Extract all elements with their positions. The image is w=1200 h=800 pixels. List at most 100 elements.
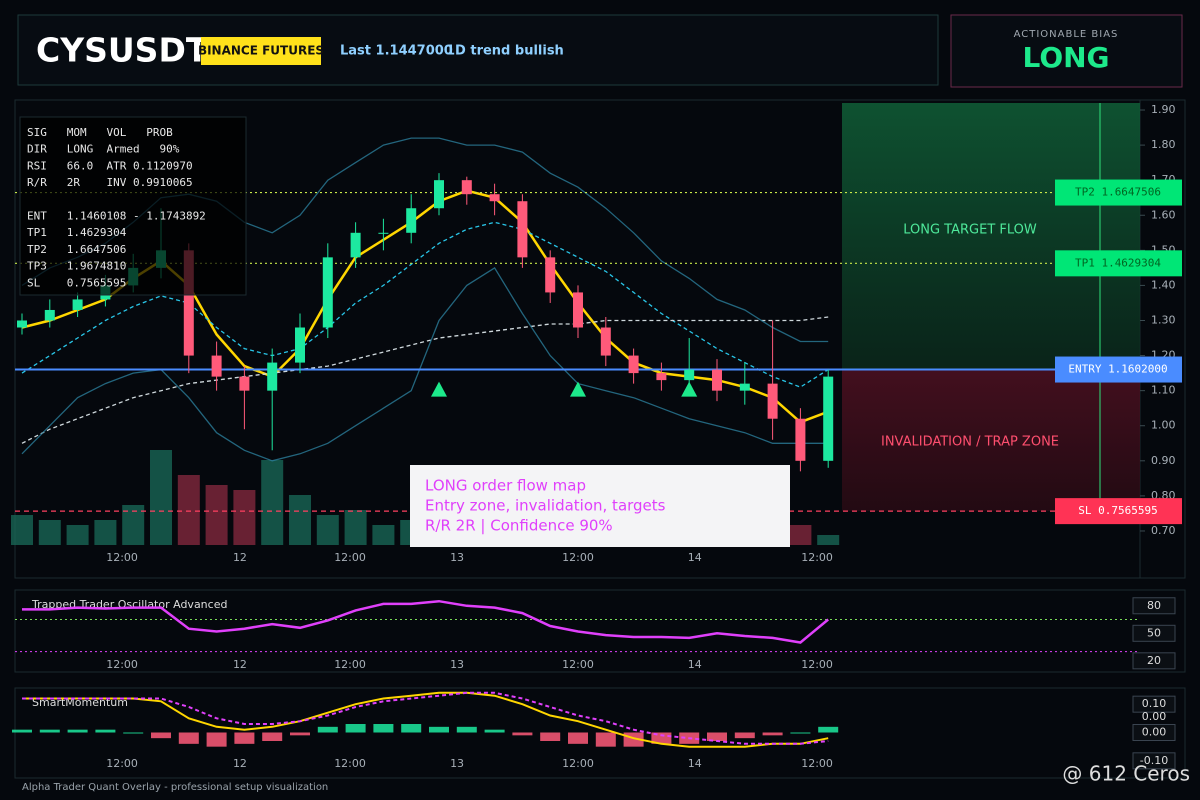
volume-bar xyxy=(372,525,395,545)
x-tick-label: 12:00 xyxy=(334,551,366,564)
candle-body xyxy=(517,201,528,258)
candle-body xyxy=(295,327,305,363)
zone-label: INVALIDATION / TRAP ZONE xyxy=(881,435,1059,450)
last-price: Last 1.1447000 xyxy=(340,44,453,59)
candle-body xyxy=(461,180,472,195)
signal-arrow xyxy=(681,381,698,397)
candle-body xyxy=(712,369,722,391)
volume-bar xyxy=(205,485,228,545)
info-line: TP2 1.6647506 xyxy=(27,243,126,256)
level-label: TP2 1.6647506 xyxy=(1075,186,1161,199)
level-tag xyxy=(1055,179,1182,206)
volume-bar xyxy=(94,520,117,545)
x-tick-label: 13 xyxy=(450,658,464,671)
momentum-bar xyxy=(762,732,783,736)
tick-box xyxy=(1132,724,1176,741)
momentum-bar xyxy=(234,732,255,744)
momentum-bar xyxy=(568,732,588,744)
x-tick-label: 13 xyxy=(450,551,464,564)
momentum-bar xyxy=(206,732,227,747)
momentum-bar xyxy=(317,726,338,733)
exchange: BINANCE FUTURES xyxy=(198,44,324,58)
momentum-bar xyxy=(67,729,88,733)
momentum-bar xyxy=(429,726,449,733)
target-zone xyxy=(842,103,1140,370)
x-tick-label: 14 xyxy=(688,757,702,770)
invalidation-zone xyxy=(842,369,1140,512)
candle-body xyxy=(72,299,83,310)
x-tick-label: 12:00 xyxy=(562,551,594,564)
info-box xyxy=(19,116,247,296)
volume-bar xyxy=(122,505,145,545)
candle-body xyxy=(322,257,333,328)
y-tick-label: 0.10 xyxy=(1142,697,1167,710)
note-line: Entry zone, invalidation, targets xyxy=(425,497,666,515)
momentum-bar xyxy=(95,729,116,733)
level-tag xyxy=(1055,250,1182,277)
x-tick-label: 12:00 xyxy=(562,658,594,671)
x-tick-label: 12:00 xyxy=(106,551,138,564)
volume-bar xyxy=(817,535,840,545)
momentum-bar xyxy=(651,732,672,744)
signal-arrow xyxy=(431,381,447,397)
candle-body xyxy=(17,320,27,328)
annotations: SIG MOM VOL PROB DIR LONG Armed 90% RSI 66… xyxy=(19,116,790,547)
momentum-bar xyxy=(707,732,727,741)
momentum-bar xyxy=(484,729,505,733)
current-value-label: 0.00 xyxy=(1142,710,1167,723)
x-tick-label: 12 xyxy=(233,551,247,564)
candle-body xyxy=(573,292,583,328)
candle-body xyxy=(684,369,695,381)
momentum-bar xyxy=(262,732,283,741)
x-tick-label: 14 xyxy=(688,658,702,671)
candle-body xyxy=(183,250,194,356)
y-tick-label: 1.40 xyxy=(1151,278,1176,291)
volume-bar xyxy=(38,520,61,545)
note-line: LONG order flow map xyxy=(425,477,586,495)
candle-body xyxy=(739,383,750,391)
info-line: ENT 1.1460108 - 1.1743892 xyxy=(27,210,206,223)
y-tick-label: 1.80 xyxy=(1151,138,1176,151)
candle-body xyxy=(211,355,222,377)
y-tick-label: 1.90 xyxy=(1151,103,1176,116)
momentum-bar xyxy=(290,732,310,736)
info-line: SL 0.7565595 xyxy=(27,276,126,289)
momentum-bar xyxy=(373,724,394,733)
tick-box xyxy=(1132,695,1176,713)
y-tick-label: 0.00 xyxy=(1142,726,1167,739)
x-tick-label: 12:00 xyxy=(562,757,594,770)
note-line: R/R 2R | Confidence 90% xyxy=(425,517,613,535)
momentum-bar xyxy=(790,732,811,734)
exchange-badge xyxy=(201,37,321,65)
y-tick-label: 1.60 xyxy=(1151,208,1176,221)
volume-bar xyxy=(66,525,89,545)
info-line: TP1 1.4629304 xyxy=(27,226,127,239)
level-label: SL 0.7565595 xyxy=(1078,504,1157,517)
x-tick-label: 14 xyxy=(688,551,702,564)
volume-bar xyxy=(316,515,339,545)
y-tick-label: 50 xyxy=(1147,626,1161,639)
x-tick-label: 12 xyxy=(233,658,247,671)
candle-body xyxy=(545,257,556,293)
x-tick-label: 12 xyxy=(233,757,247,770)
y-tick-label: 0.90 xyxy=(1151,454,1176,467)
momentum-bar xyxy=(512,732,533,736)
info-line: RSI 66.0 ATR 0.1120970 xyxy=(27,159,193,172)
volume-bar xyxy=(177,475,200,545)
momentum-bar xyxy=(345,724,366,733)
x-tick-label: 12:00 xyxy=(801,551,833,564)
y-tick-label: 0.70 xyxy=(1151,524,1176,537)
volume-bar xyxy=(261,460,284,545)
tick-box xyxy=(1132,652,1176,670)
momentum-bar xyxy=(151,732,171,739)
tick-box xyxy=(1132,752,1176,770)
x-tick-label: 12:00 xyxy=(801,757,833,770)
bias-label: ACTIONABLE BIAS xyxy=(1014,29,1119,40)
note-box xyxy=(410,465,790,547)
header-box xyxy=(17,14,939,86)
level-tag xyxy=(1055,498,1182,525)
